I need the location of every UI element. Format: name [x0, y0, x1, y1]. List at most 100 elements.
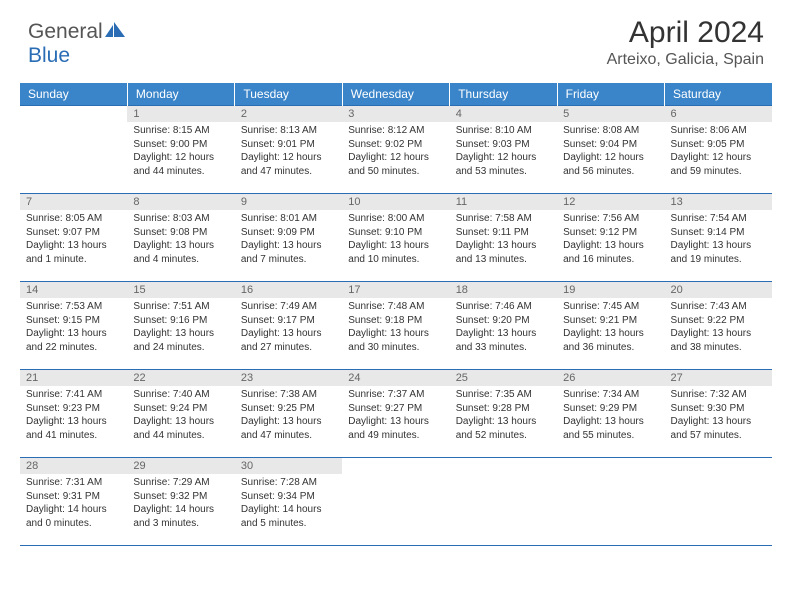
calendar-day: 27Sunrise: 7:32 AMSunset: 9:30 PMDayligh… — [665, 370, 772, 458]
sunrise-line: Sunrise: 7:48 AM — [348, 300, 443, 314]
daylight-line: Daylight: 13 hours and 16 minutes. — [563, 239, 658, 266]
day-number: 29 — [127, 458, 234, 474]
day-info: Sunrise: 7:38 AMSunset: 9:25 PMDaylight:… — [235, 386, 342, 446]
calendar-day: 30Sunrise: 7:28 AMSunset: 9:34 PMDayligh… — [235, 458, 342, 546]
weekday-header: Monday — [127, 83, 234, 106]
day-info: Sunrise: 7:34 AMSunset: 9:29 PMDaylight:… — [557, 386, 664, 446]
sunset-line: Sunset: 9:23 PM — [26, 402, 121, 416]
sunrise-line: Sunrise: 7:43 AM — [671, 300, 766, 314]
sunset-line: Sunset: 9:09 PM — [241, 226, 336, 240]
daylight-line: Daylight: 12 hours and 47 minutes. — [241, 151, 336, 178]
calendar-day: 8Sunrise: 8:03 AMSunset: 9:08 PMDaylight… — [127, 194, 234, 282]
sunset-line: Sunset: 9:31 PM — [26, 490, 121, 504]
weekday-header: Sunday — [20, 83, 127, 106]
daylight-line: Daylight: 12 hours and 44 minutes. — [133, 151, 228, 178]
sunrise-line: Sunrise: 8:00 AM — [348, 212, 443, 226]
sunset-line: Sunset: 9:16 PM — [133, 314, 228, 328]
daylight-line: Daylight: 13 hours and 52 minutes. — [456, 415, 551, 442]
daylight-line: Daylight: 13 hours and 44 minutes. — [133, 415, 228, 442]
sunrise-line: Sunrise: 7:38 AM — [241, 388, 336, 402]
calendar-day: 19Sunrise: 7:45 AMSunset: 9:21 PMDayligh… — [557, 282, 664, 370]
daylight-line: Daylight: 13 hours and 24 minutes. — [133, 327, 228, 354]
sunrise-line: Sunrise: 8:03 AM — [133, 212, 228, 226]
daylight-line: Daylight: 13 hours and 7 minutes. — [241, 239, 336, 266]
daylight-line: Daylight: 12 hours and 56 minutes. — [563, 151, 658, 178]
day-info: Sunrise: 8:12 AMSunset: 9:02 PMDaylight:… — [342, 122, 449, 182]
day-number: 24 — [342, 370, 449, 386]
sunrise-line: Sunrise: 8:10 AM — [456, 124, 551, 138]
day-number: 8 — [127, 194, 234, 210]
weekday-header: Friday — [557, 83, 664, 106]
day-info: Sunrise: 8:00 AMSunset: 9:10 PMDaylight:… — [342, 210, 449, 270]
calendar-day: 16Sunrise: 7:49 AMSunset: 9:17 PMDayligh… — [235, 282, 342, 370]
sunrise-line: Sunrise: 7:53 AM — [26, 300, 121, 314]
day-info: Sunrise: 7:58 AMSunset: 9:11 PMDaylight:… — [450, 210, 557, 270]
daylight-line: Daylight: 13 hours and 22 minutes. — [26, 327, 121, 354]
day-number: 11 — [450, 194, 557, 210]
sunset-line: Sunset: 9:05 PM — [671, 138, 766, 152]
day-info: Sunrise: 7:35 AMSunset: 9:28 PMDaylight:… — [450, 386, 557, 446]
day-info: Sunrise: 7:49 AMSunset: 9:17 PMDaylight:… — [235, 298, 342, 358]
day-info: Sunrise: 7:37 AMSunset: 9:27 PMDaylight:… — [342, 386, 449, 446]
day-number: 26 — [557, 370, 664, 386]
calendar-day: 28Sunrise: 7:31 AMSunset: 9:31 PMDayligh… — [20, 458, 127, 546]
day-number: 6 — [665, 106, 772, 122]
day-number: 12 — [557, 194, 664, 210]
daylight-line: Daylight: 14 hours and 3 minutes. — [133, 503, 228, 530]
day-number: 13 — [665, 194, 772, 210]
sunrise-line: Sunrise: 7:32 AM — [671, 388, 766, 402]
calendar-day: 7Sunrise: 8:05 AMSunset: 9:07 PMDaylight… — [20, 194, 127, 282]
daylight-line: Daylight: 13 hours and 57 minutes. — [671, 415, 766, 442]
calendar-day: 23Sunrise: 7:38 AMSunset: 9:25 PMDayligh… — [235, 370, 342, 458]
sunset-line: Sunset: 9:34 PM — [241, 490, 336, 504]
sunrise-line: Sunrise: 8:15 AM — [133, 124, 228, 138]
weekday-header: Thursday — [450, 83, 557, 106]
sunrise-line: Sunrise: 8:06 AM — [671, 124, 766, 138]
day-number: 2 — [235, 106, 342, 122]
day-number: 22 — [127, 370, 234, 386]
sunset-line: Sunset: 9:20 PM — [456, 314, 551, 328]
day-info: Sunrise: 7:31 AMSunset: 9:31 PMDaylight:… — [20, 474, 127, 534]
calendar-head: SundayMondayTuesdayWednesdayThursdayFrid… — [20, 83, 772, 106]
sunset-line: Sunset: 9:28 PM — [456, 402, 551, 416]
sunrise-line: Sunrise: 7:29 AM — [133, 476, 228, 490]
day-info: Sunrise: 7:56 AMSunset: 9:12 PMDaylight:… — [557, 210, 664, 270]
sunrise-line: Sunrise: 7:56 AM — [563, 212, 658, 226]
sunset-line: Sunset: 9:12 PM — [563, 226, 658, 240]
day-number: 17 — [342, 282, 449, 298]
day-info: Sunrise: 7:28 AMSunset: 9:34 PMDaylight:… — [235, 474, 342, 534]
sunrise-line: Sunrise: 7:28 AM — [241, 476, 336, 490]
day-info: Sunrise: 7:46 AMSunset: 9:20 PMDaylight:… — [450, 298, 557, 358]
calendar-day: 3Sunrise: 8:12 AMSunset: 9:02 PMDaylight… — [342, 106, 449, 194]
day-number: 16 — [235, 282, 342, 298]
day-number: 1 — [127, 106, 234, 122]
day-info: Sunrise: 8:10 AMSunset: 9:03 PMDaylight:… — [450, 122, 557, 182]
brand-sails-icon — [105, 20, 127, 44]
day-number: 15 — [127, 282, 234, 298]
brand-part1: General — [28, 20, 103, 43]
sunrise-line: Sunrise: 7:34 AM — [563, 388, 658, 402]
calendar-row: 28Sunrise: 7:31 AMSunset: 9:31 PMDayligh… — [20, 458, 772, 546]
day-info: Sunrise: 7:29 AMSunset: 9:32 PMDaylight:… — [127, 474, 234, 534]
daylight-line: Daylight: 12 hours and 59 minutes. — [671, 151, 766, 178]
day-info: Sunrise: 7:45 AMSunset: 9:21 PMDaylight:… — [557, 298, 664, 358]
day-number: 30 — [235, 458, 342, 474]
daylight-line: Daylight: 14 hours and 5 minutes. — [241, 503, 336, 530]
sunrise-line: Sunrise: 8:01 AM — [241, 212, 336, 226]
calendar-day: 13Sunrise: 7:54 AMSunset: 9:14 PMDayligh… — [665, 194, 772, 282]
calendar-day: 6 Sunrise: 8:06 AMSunset: 9:05 PMDaylight… — [665, 106, 772, 194]
sunset-line: Sunset: 9:02 PM — [348, 138, 443, 152]
day-number: 5 — [557, 106, 664, 122]
daylight-line: Daylight: 13 hours and 1 minute. — [26, 239, 121, 266]
day-info: Sunrise: 7:51 AMSunset: 9:16 PMDaylight:… — [127, 298, 234, 358]
sunrise-line: Sunrise: 7:41 AM — [26, 388, 121, 402]
day-number: 20 — [665, 282, 772, 298]
calendar-day: 4Sunrise: 8:10 AMSunset: 9:03 PMDaylight… — [450, 106, 557, 194]
weekday-row: SundayMondayTuesdayWednesdayThursdayFrid… — [20, 83, 772, 106]
calendar-day: 17Sunrise: 7:48 AMSunset: 9:18 PMDayligh… — [342, 282, 449, 370]
sunset-line: Sunset: 9:10 PM — [348, 226, 443, 240]
calendar-day: 21Sunrise: 7:41 AMSunset: 9:23 PMDayligh… — [20, 370, 127, 458]
calendar-day: 18Sunrise: 7:46 AMSunset: 9:20 PMDayligh… — [450, 282, 557, 370]
header: GeneralBlue April 2024 Arteixo, Galicia,… — [0, 0, 792, 77]
calendar-empty — [665, 458, 772, 546]
